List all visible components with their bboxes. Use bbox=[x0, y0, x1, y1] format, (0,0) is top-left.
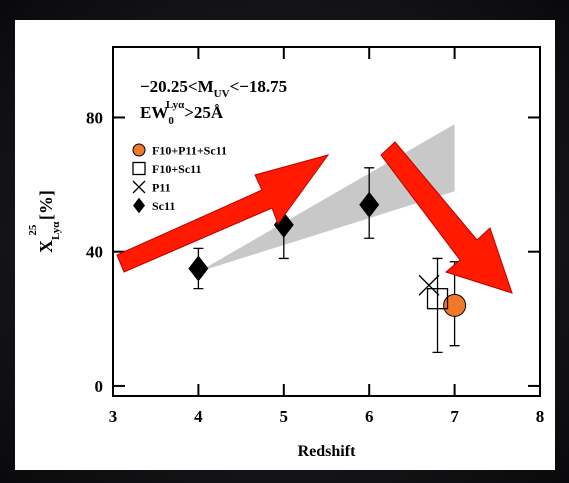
marker-square bbox=[426, 288, 449, 310]
annotation: −20.25<MUV<−18.75 bbox=[140, 77, 287, 100]
shaded-band bbox=[198, 124, 455, 272]
y-axis-label-part: 25 bbox=[27, 224, 39, 236]
x-tick-label: 3 bbox=[109, 407, 118, 426]
marker-cross bbox=[418, 274, 440, 296]
y-tick-label: 40 bbox=[86, 243, 103, 262]
legend-marker bbox=[132, 180, 146, 194]
annotation-part: <−18.75 bbox=[230, 77, 288, 96]
y-axis-label-part: Lyα bbox=[50, 221, 62, 240]
legend-label: P11 bbox=[152, 181, 171, 195]
legend-marker bbox=[133, 197, 145, 214]
annotation-part: EW bbox=[140, 103, 168, 122]
y-tick-label: 80 bbox=[86, 108, 103, 127]
y-tick-label: 0 bbox=[95, 377, 104, 396]
y-axis-label: XLyα 25 [%] bbox=[27, 190, 62, 253]
marker-diamond bbox=[359, 191, 380, 218]
legend-label: Sc11 bbox=[152, 199, 175, 213]
axes-frame bbox=[112, 46, 541, 397]
red-arrow bbox=[116, 154, 330, 273]
error-bar bbox=[432, 257, 443, 354]
x-tick-label: 6 bbox=[365, 407, 374, 426]
annotation-part: −20.25<M bbox=[140, 77, 214, 96]
x-axis-label: Redshift bbox=[298, 443, 356, 460]
red-arrow bbox=[380, 141, 513, 294]
marker-diamond bbox=[188, 255, 209, 282]
x-tick-label: 5 bbox=[280, 407, 289, 426]
legend-label: F10+P11+Sc11 bbox=[152, 144, 227, 158]
y-axis-label-part: X bbox=[36, 240, 56, 253]
annotation-part: 0 bbox=[168, 115, 174, 127]
legend-label: F10+Sc11 bbox=[152, 162, 202, 176]
annotation: EW0 Lyα>25Å bbox=[140, 99, 224, 127]
x-tick-label: 8 bbox=[536, 407, 545, 426]
annotation-part: UV bbox=[214, 88, 230, 100]
y-axis-label-part: [%] bbox=[36, 190, 56, 225]
annotation-part: Lyα bbox=[166, 99, 185, 111]
x-tick-label: 7 bbox=[450, 407, 459, 426]
legend-marker bbox=[132, 161, 146, 176]
x-tick-label: 4 bbox=[194, 407, 203, 426]
annotation-part: >25Å bbox=[184, 103, 224, 122]
legend-marker bbox=[132, 143, 146, 157]
marker-circle bbox=[443, 293, 467, 317]
overlay-arrows bbox=[116, 141, 513, 294]
